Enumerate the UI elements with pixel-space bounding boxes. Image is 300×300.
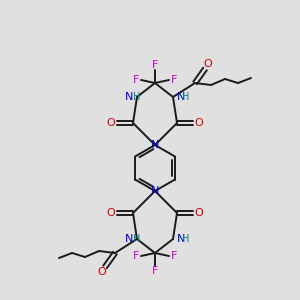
Text: H: H [133,92,140,102]
Text: O: O [106,208,116,218]
Text: F: F [133,251,139,261]
Text: H: H [133,234,140,244]
Text: O: O [106,118,116,128]
Text: O: O [195,208,203,218]
Text: F: F [171,75,177,85]
Text: F: F [133,75,139,85]
Text: O: O [195,118,203,128]
Text: N: N [151,186,159,196]
Text: N: N [124,234,133,244]
Text: H: H [182,234,189,244]
Text: N: N [177,234,185,244]
Text: F: F [152,266,158,276]
Text: H: H [182,92,189,102]
Text: N: N [177,92,185,102]
Text: O: O [204,59,212,69]
Text: F: F [152,60,158,70]
Text: N: N [151,140,159,150]
Text: F: F [171,251,177,261]
Text: O: O [98,267,106,277]
Text: N: N [124,92,133,102]
